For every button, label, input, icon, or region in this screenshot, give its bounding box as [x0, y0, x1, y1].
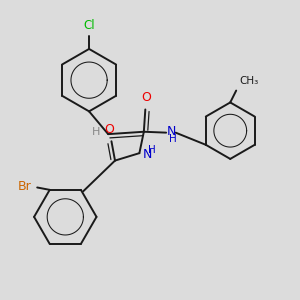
Text: N: N: [143, 148, 152, 161]
Text: Cl: Cl: [83, 19, 95, 32]
Text: N: N: [167, 125, 176, 138]
Text: Br: Br: [17, 180, 31, 194]
Text: CH₃: CH₃: [240, 76, 259, 86]
Text: H: H: [148, 145, 156, 155]
Text: O: O: [141, 91, 151, 104]
Text: H: H: [92, 127, 100, 137]
Text: H: H: [169, 134, 176, 144]
Text: O: O: [104, 123, 114, 136]
